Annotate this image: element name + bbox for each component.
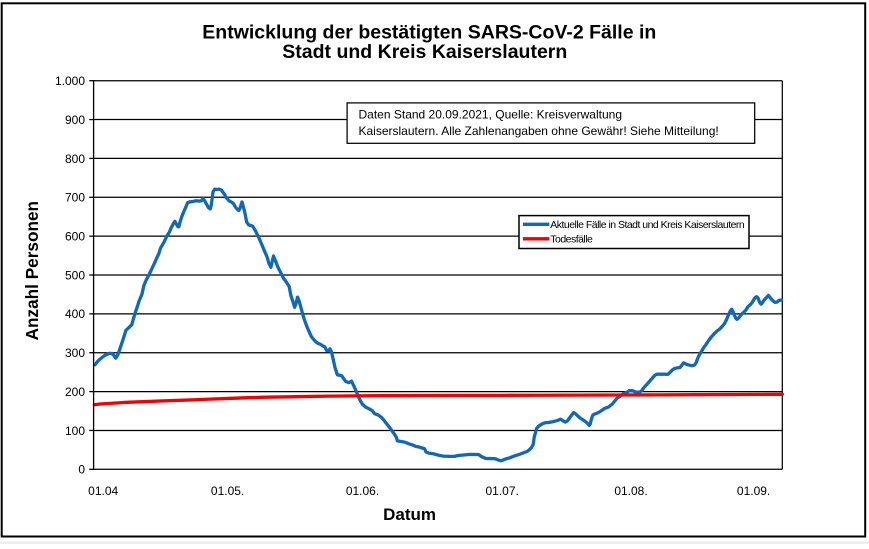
svg-text:900: 900 (65, 113, 85, 127)
svg-text:Entwicklung der bestätigten SA: Entwicklung der bestätigten SARS-CoV-2 F… (202, 22, 656, 44)
svg-text:Daten Stand 20.09.2021, Quelle: Daten Stand 20.09.2021, Quelle: Kreisver… (359, 108, 623, 122)
svg-text:Datum: Datum (383, 505, 436, 524)
svg-text:300: 300 (65, 346, 85, 360)
svg-text:Kaiserslautern. Alle Zahlenang: Kaiserslautern. Alle Zahlenangaben ohne … (359, 124, 719, 138)
svg-text:500: 500 (65, 268, 85, 282)
svg-text:100: 100 (65, 424, 85, 438)
svg-text:Anzahl Personen: Anzahl Personen (22, 201, 42, 340)
svg-text:01.08.: 01.08. (614, 484, 647, 498)
svg-text:700: 700 (65, 191, 85, 205)
svg-text:01.09.: 01.09. (737, 484, 770, 498)
svg-text:01.05.: 01.05. (211, 484, 244, 498)
svg-text:Stadt und Kreis Kaiserslautern: Stadt und Kreis Kaiserslautern (282, 41, 567, 63)
svg-text:01.07.: 01.07. (486, 484, 519, 498)
svg-text:01.04: 01.04 (88, 484, 118, 498)
svg-text:0: 0 (78, 463, 85, 477)
svg-text:01.06.: 01.06. (346, 484, 379, 498)
svg-text:400: 400 (65, 307, 85, 321)
svg-text:600: 600 (65, 229, 85, 243)
svg-text:Todesfälle: Todesfälle (550, 234, 593, 246)
svg-text:Aktuelle Fälle in Stadt und Kr: Aktuelle Fälle in Stadt und Kreis Kaiser… (550, 219, 745, 231)
svg-text:800: 800 (65, 152, 85, 166)
svg-text:200: 200 (65, 385, 85, 399)
svg-text:1.000: 1.000 (55, 74, 85, 88)
